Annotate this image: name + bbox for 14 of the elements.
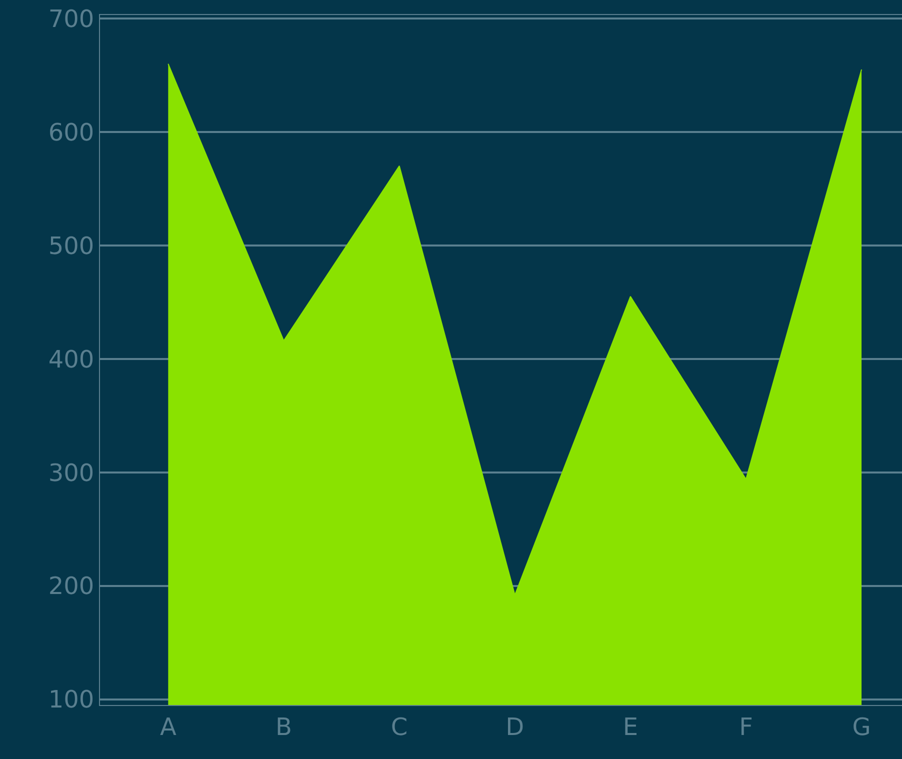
x-tick-label: B (276, 712, 292, 741)
x-tick-label: C (390, 712, 408, 741)
y-tick-label: 500 (48, 232, 94, 260)
y-tick-label: 100 (48, 686, 94, 714)
y-tick-label: 300 (48, 458, 94, 487)
x-tick-label: D (506, 712, 524, 741)
y-tick-label: 200 (48, 572, 94, 600)
y-tick-label: 600 (48, 118, 94, 146)
y-tick-label: 700 (48, 4, 94, 33)
x-tick-label: G (852, 712, 871, 741)
y-tick-label: 400 (48, 345, 94, 374)
x-tick-label: E (622, 712, 638, 741)
x-tick-label: F (739, 712, 753, 741)
x-tick-label: A (160, 712, 177, 741)
